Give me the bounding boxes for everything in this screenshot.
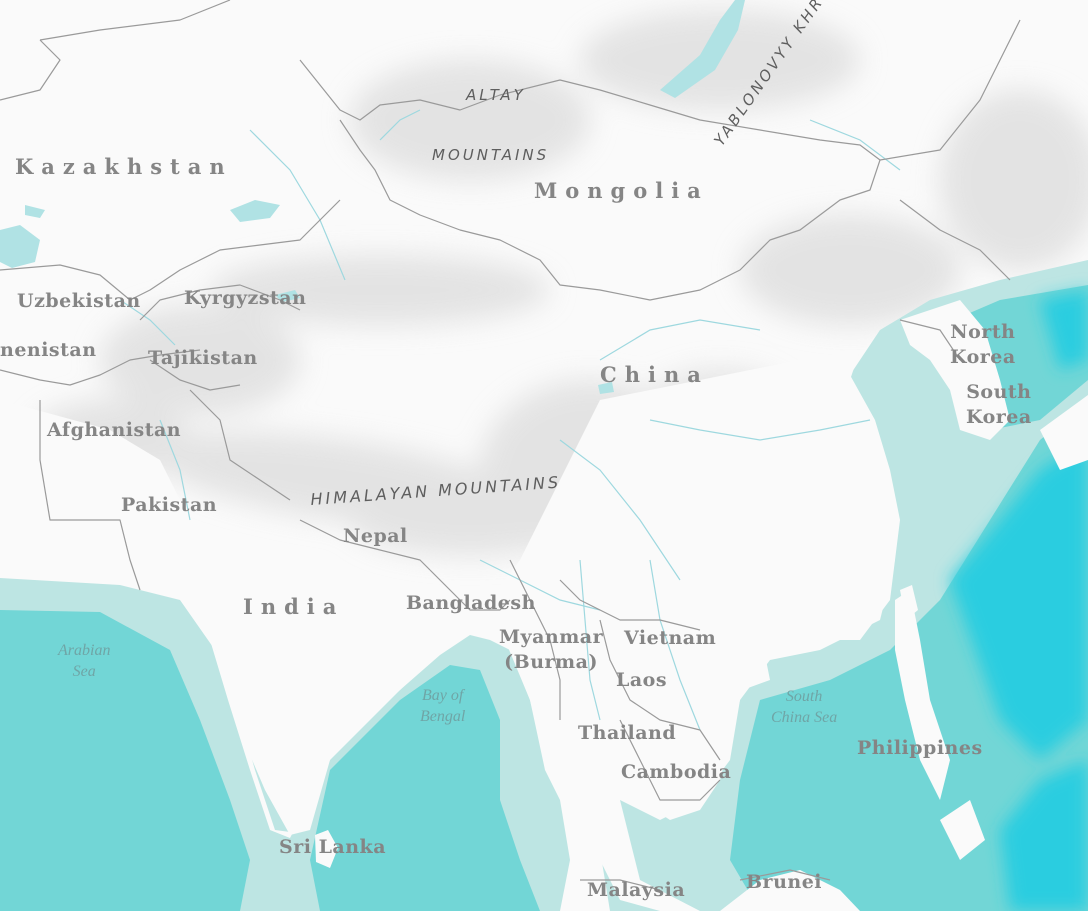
south-china-sea-line-1: South xyxy=(785,688,823,705)
mountain-label-altay-mountains: MOUNTAINS xyxy=(432,146,550,164)
lakes xyxy=(0,0,745,394)
north-korea-line-1: North xyxy=(950,321,1016,343)
arabian-sea-line-1: Arabian xyxy=(58,642,111,659)
country-label-north-korea: North Korea xyxy=(950,320,1016,369)
country-label-vietnam: Vietnam xyxy=(624,627,717,649)
myanmar-line-1: Myanmar xyxy=(499,626,604,648)
country-label-philippines: Philippines xyxy=(857,737,983,759)
country-label-south-korea: South Korea xyxy=(966,380,1032,429)
land-masses xyxy=(0,300,1088,911)
country-label-malaysia: Malaysia xyxy=(587,879,686,901)
mountain-label-altay: ALTAY xyxy=(466,86,526,104)
country-label-nepal: Nepal xyxy=(343,525,408,547)
rivers xyxy=(119,109,901,731)
deep-sea xyxy=(950,290,1088,911)
country-label-kazakhstan: Kazakhstan xyxy=(15,154,233,179)
country-label-cambodia: Cambodia xyxy=(621,761,732,783)
south-korea-line-2: Korea xyxy=(966,405,1032,428)
country-label-turkmenistan: nenistan xyxy=(0,339,97,361)
country-label-kyrgyzstan: Kyrgyzstan xyxy=(184,287,307,309)
country-label-laos: Laos xyxy=(616,669,668,691)
country-label-afghanistan: Afghanistan xyxy=(47,419,182,441)
bay-of-bengal-line-1: Bay of xyxy=(422,687,464,704)
country-label-mongolia: Mongolia xyxy=(534,178,709,203)
arabian-sea-line-2: Sea xyxy=(72,662,96,680)
south-korea-line-1: South xyxy=(966,381,1032,403)
south-china-sea-line-2: China Sea xyxy=(771,708,838,726)
myanmar-line-2: (Burma) xyxy=(504,650,598,673)
country-label-myanmar: Myanmar (Burma) xyxy=(499,625,603,674)
bay-of-bengal-line-2: Bengal xyxy=(420,707,466,725)
country-label-thailand: Thailand xyxy=(578,722,677,744)
country-label-sri-lanka: Sri Lanka xyxy=(279,836,387,858)
sea-label-south-china-sea: South China Sea xyxy=(771,687,837,729)
country-label-tajikistan: Tajikistan xyxy=(148,347,258,369)
country-borders xyxy=(0,0,1021,891)
country-label-pakistan: Pakistan xyxy=(121,494,218,516)
sea-label-bay-of-bengal: Bay of Bengal xyxy=(420,686,465,728)
country-label-china: China xyxy=(600,362,709,387)
country-label-india: India xyxy=(243,594,345,619)
country-label-brunei: Brunei xyxy=(746,871,823,893)
sea-label-arabian-sea: Arabian Sea xyxy=(58,641,110,683)
north-korea-line-2: Korea xyxy=(950,345,1016,368)
country-label-uzbekistan: Uzbekistan xyxy=(17,290,141,312)
country-label-bangladesh: Bangladesh xyxy=(406,592,536,614)
